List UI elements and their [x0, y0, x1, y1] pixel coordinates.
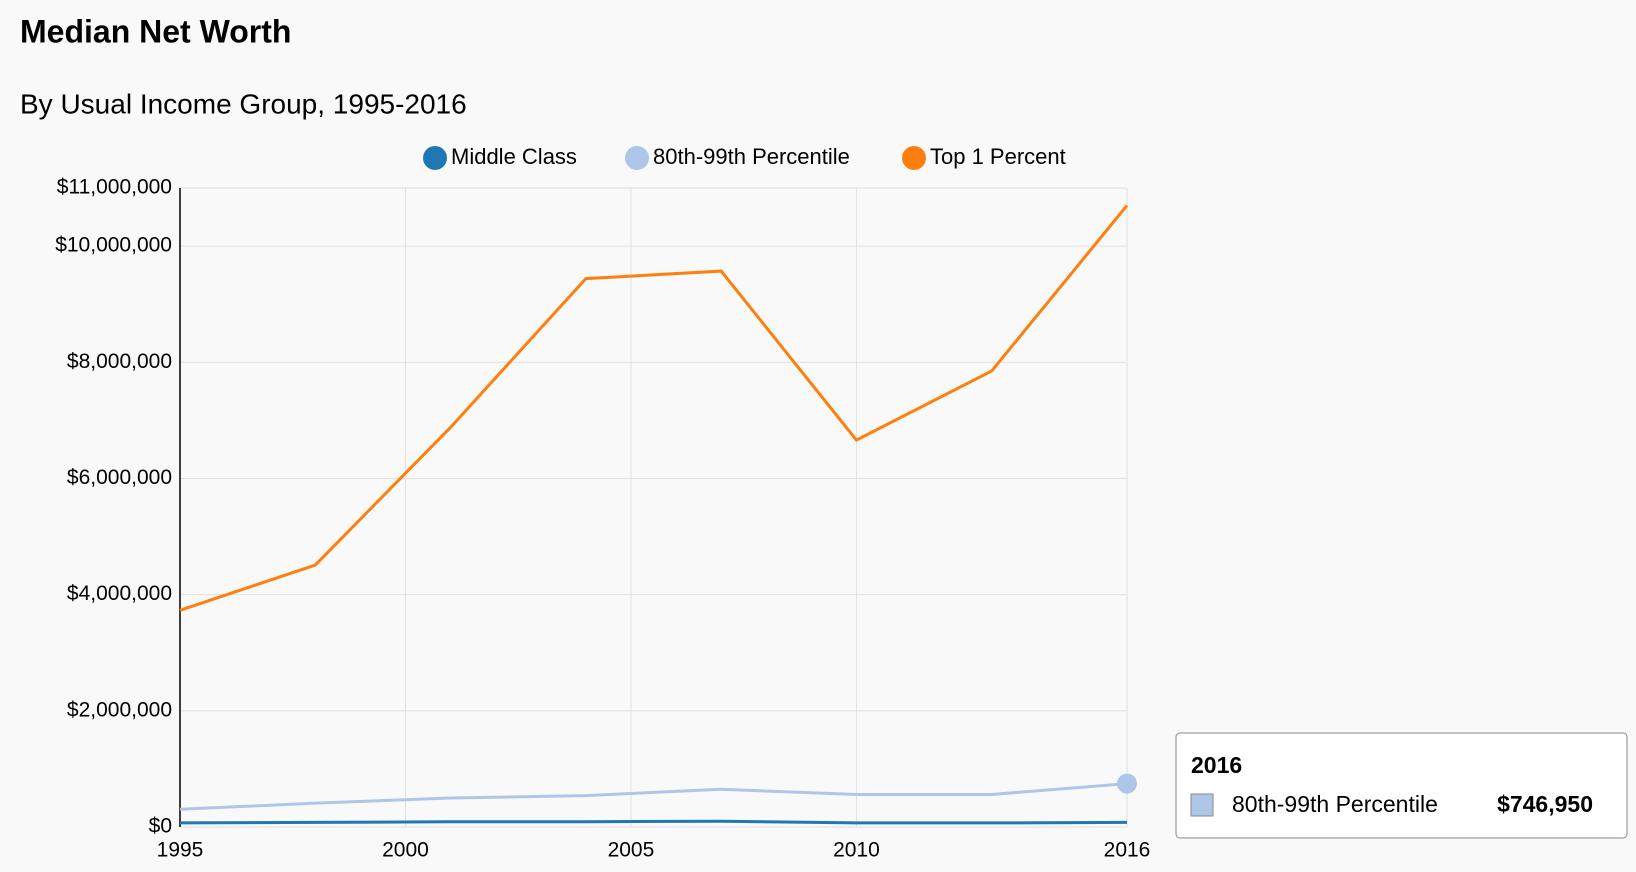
- y-tick-label: $10,000,000: [55, 234, 172, 257]
- x-tick-label: 1995: [157, 839, 204, 862]
- y-tick-label: $6,000,000: [67, 466, 172, 489]
- x-tick-label: 2000: [382, 839, 429, 862]
- tooltip-series: 80th-99th Percentile: [1232, 791, 1438, 817]
- y-tick-label: $11,000,000: [57, 176, 172, 199]
- y-tick-label: $4,000,000: [67, 582, 172, 605]
- chart-subtitle: By Usual Income Group, 1995-2016: [20, 88, 467, 119]
- tooltip-box: [1175, 732, 1628, 839]
- y-tick-label: $2,000,000: [67, 698, 172, 721]
- tooltip-title: 2016: [1191, 752, 1242, 778]
- tooltip-value: $746,950: [1497, 791, 1593, 817]
- x-tick-label: 2010: [833, 839, 880, 862]
- legend-label: 80th-99th Percentile: [653, 144, 850, 169]
- x-tick-label: 2005: [608, 839, 655, 862]
- legend-marker: [625, 146, 649, 170]
- legend-label: Top 1 Percent: [930, 144, 1066, 169]
- legend-label: Middle Class: [451, 144, 577, 169]
- series-line: [179, 819, 1128, 825]
- legend-marker: [902, 146, 926, 170]
- series-line: [179, 782, 1128, 811]
- legend-marker: [423, 146, 447, 170]
- y-tick-label: $0: [149, 815, 172, 838]
- x-tick-label: 2016: [1104, 839, 1151, 862]
- tooltip: 2016 80th-99th Percentile $746,950: [1175, 732, 1628, 839]
- chart-title: Median Net Worth: [20, 13, 291, 49]
- tooltip-swatch: [1190, 793, 1214, 817]
- hover-point: [1117, 773, 1137, 794]
- y-tick-label: $8,000,000: [67, 350, 172, 373]
- series-line: [179, 204, 1129, 612]
